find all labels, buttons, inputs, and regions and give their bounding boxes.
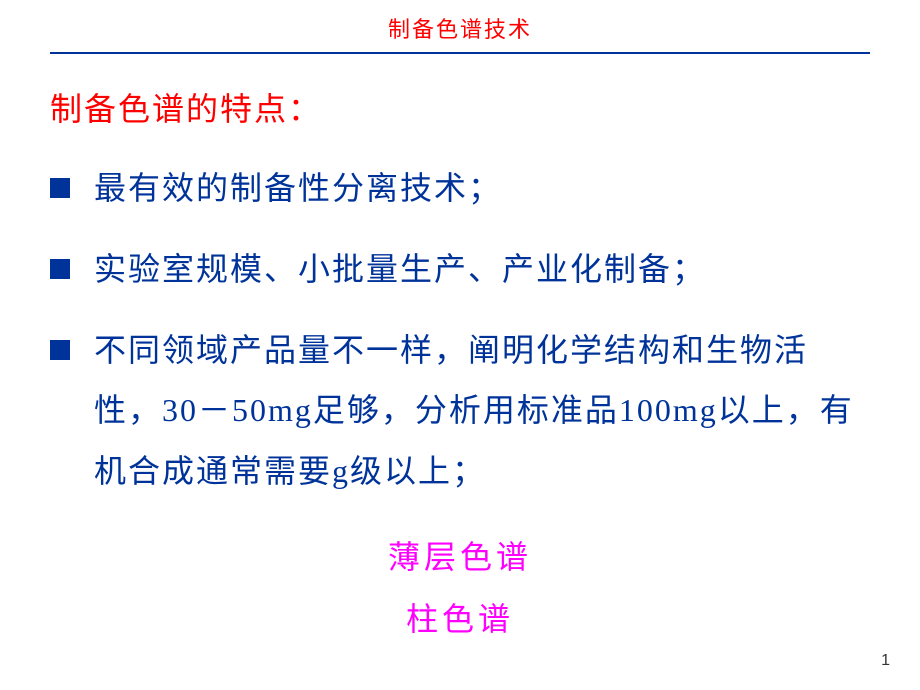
content-area: 最有效的制备性分离技术； 实验室规模、小批量生产、产业化制备； 不同领域产品量不… [50,158,870,502]
subtopics-area: 薄层色谱 柱色谱 [50,532,870,640]
subtopic-item: 柱色谱 [50,594,870,640]
header-title: 制备色谱技术 [388,17,532,42]
bullet-item: 实验室规模、小批量生产、产业化制备； [50,239,870,300]
slide-header: 制备色谱技术 [50,12,870,44]
bullet-item: 最有效的制备性分离技术； [50,158,870,219]
bullet-item: 不同领域产品量不一样，阐明化学结构和生物活性，30－50mg足够，分析用标准品1… [50,320,870,502]
section-title: 制备色谱的特点： [50,84,870,130]
bullet-text: 实验室规模、小批量生产、产业化制备； [94,239,870,300]
bullet-square-icon [50,340,70,360]
bullet-text: 最有效的制备性分离技术； [94,158,870,219]
bullet-text: 不同领域产品量不一样，阐明化学结构和生物活性，30－50mg足够，分析用标准品1… [94,320,870,502]
header-divider [50,52,870,54]
bullet-square-icon [50,178,70,198]
subtopic-item: 薄层色谱 [50,532,870,578]
slide-container: 制备色谱技术 制备色谱的特点： 最有效的制备性分离技术； 实验室规模、小批量生产… [0,0,920,690]
bullet-square-icon [50,259,70,279]
page-number: 1 [881,652,890,670]
